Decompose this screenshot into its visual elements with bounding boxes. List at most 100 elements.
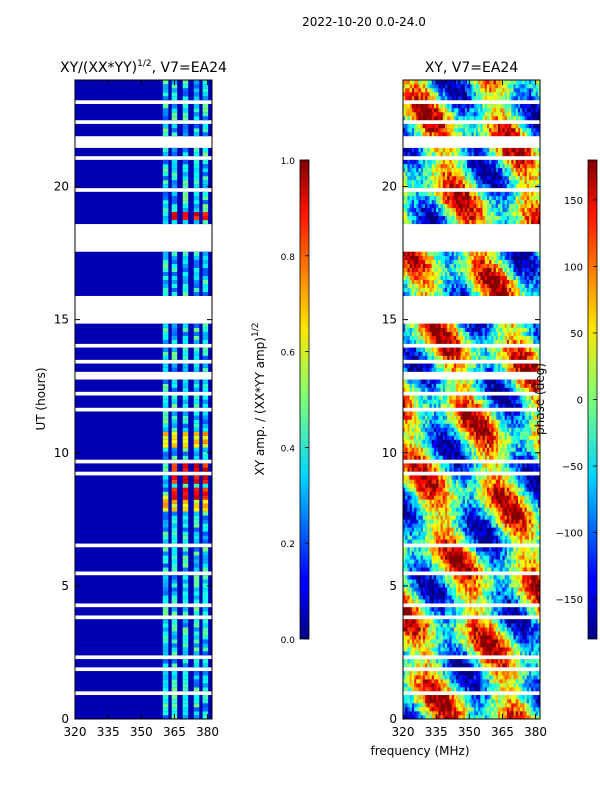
- amplitude-band-cell: [182, 579, 189, 584]
- phase-cell: [447, 455, 450, 460]
- phase-cell: [511, 707, 514, 712]
- amplitude-band-cell: [182, 259, 189, 265]
- phase-cell: [403, 439, 406, 444]
- amplitude-band-cell: [162, 267, 169, 272]
- phase-cell: [486, 531, 490, 536]
- phase-cell: [449, 523, 452, 528]
- phase-cell: [478, 599, 481, 604]
- phase-cell: [467, 707, 470, 712]
- phase-cell: [495, 623, 499, 628]
- phase-cell: [509, 583, 512, 588]
- phase-cell: [484, 559, 488, 564]
- phase-cell: [456, 683, 459, 688]
- phase-cell: [458, 711, 461, 716]
- phase-cell: [537, 639, 540, 644]
- amplitude-cell: [75, 507, 212, 512]
- amplitude-cell: [75, 431, 212, 436]
- phase-cell: [425, 511, 428, 516]
- phase-cell: [462, 623, 466, 628]
- phase-cell: [422, 623, 426, 628]
- phase-cell: [517, 707, 521, 712]
- phase-cell: [495, 523, 499, 528]
- phase-cell: [513, 427, 516, 432]
- amplitude-cell: [75, 439, 212, 444]
- amplitude-band-cell: [182, 127, 189, 133]
- phase-cell: [458, 703, 461, 708]
- phase-cell: [526, 579, 530, 584]
- phase-cell: [502, 627, 505, 632]
- phase-cell: [407, 591, 410, 596]
- phase-cell: [418, 627, 421, 632]
- phase-cell: [433, 551, 437, 556]
- phase-cell: [500, 647, 503, 652]
- phase-cell: [498, 491, 501, 496]
- phase-cell: [506, 491, 510, 496]
- phase-cell: [478, 563, 481, 568]
- phase-cell: [471, 607, 475, 612]
- phase-cell: [537, 443, 540, 448]
- amplitude-cell: [75, 399, 212, 404]
- phase-cell: [440, 607, 444, 612]
- phase-cell: [405, 491, 408, 496]
- phase-cell: [438, 647, 441, 652]
- phase-cell: [431, 587, 435, 592]
- phase-cell: [513, 659, 516, 664]
- phase-cell: [411, 707, 415, 712]
- phase-cell: [464, 671, 468, 676]
- phase-cell: [409, 415, 413, 420]
- phase-cell: [515, 647, 519, 652]
- phase-cell: [458, 411, 461, 416]
- phase-cell: [515, 527, 519, 532]
- phase-cell: [414, 483, 417, 488]
- phase-cell: [537, 547, 540, 552]
- phase-cell: [456, 687, 459, 692]
- phase-cell: [422, 531, 426, 536]
- phase-cell: [506, 447, 510, 452]
- phase-cell: [469, 635, 472, 640]
- phase-cell: [473, 415, 477, 420]
- phase-cell: [416, 631, 419, 636]
- phase-cell: [502, 487, 505, 492]
- phase-cell: [464, 579, 468, 584]
- phase-cell: [491, 715, 494, 719]
- phase-cell: [515, 483, 519, 488]
- phase-cell: [531, 647, 534, 652]
- phase-cell: [506, 675, 510, 680]
- phase-cell: [526, 431, 530, 436]
- phase-cell: [471, 587, 475, 592]
- phase-cell: [498, 583, 501, 588]
- phase-cell: [422, 523, 426, 528]
- phase-cell: [447, 423, 450, 428]
- phase-cell: [411, 523, 415, 528]
- phase-cell: [486, 639, 490, 644]
- amplitude-band-cell: [202, 80, 209, 85]
- amplitude-band-cell: [171, 539, 178, 544]
- phase-cell: [511, 499, 514, 504]
- phase-cell: [458, 591, 461, 596]
- amplitude-band-cell: [193, 387, 200, 392]
- phase-cell: [522, 579, 525, 584]
- phase-cell: [535, 559, 539, 564]
- phase-cell: [444, 427, 448, 432]
- phase-cell: [425, 627, 428, 632]
- phase-cell: [511, 627, 514, 632]
- phase-cell: [433, 619, 437, 624]
- phase-cell: [502, 635, 505, 640]
- phase-cell: [407, 415, 410, 420]
- phase-cell: [509, 627, 512, 632]
- amplitude-band-cell: [162, 599, 169, 604]
- phase-cell: [495, 455, 499, 460]
- amplitude-band-cell: [193, 379, 200, 384]
- phase-cell: [498, 567, 501, 572]
- phase-cell: [520, 595, 523, 600]
- phase-cell: [416, 715, 419, 719]
- phase-cell: [486, 687, 490, 692]
- phase-cell: [438, 531, 441, 536]
- phase-cell: [440, 555, 444, 560]
- phase-cell: [407, 463, 410, 468]
- phase-cell: [522, 487, 525, 492]
- phase-cell: [489, 515, 492, 520]
- amplitude-cell: [75, 703, 212, 708]
- phase-cell: [482, 679, 486, 684]
- phase-cell: [517, 679, 521, 684]
